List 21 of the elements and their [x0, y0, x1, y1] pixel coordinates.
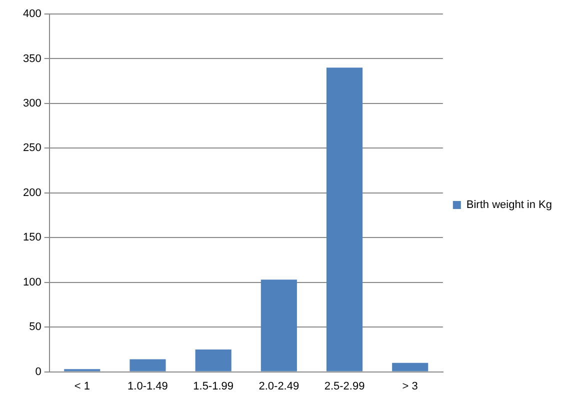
y-tick-label: 150 — [22, 232, 42, 244]
y-tick-label: 100 — [22, 276, 42, 288]
x-tick-label: 1.0-1.49 — [128, 380, 168, 392]
x-tick-label: > 3 — [402, 380, 418, 392]
y-tick-label: 200 — [22, 186, 42, 199]
bar — [326, 68, 363, 372]
x-tick-label: 2.0-2.49 — [258, 380, 300, 392]
y-tick-label: 250 — [22, 142, 42, 154]
bar — [195, 349, 232, 372]
x-tick-label: 2.5-2.99 — [324, 380, 365, 392]
x-tick-label: < 1 — [74, 380, 90, 392]
y-tick-label: 350 — [22, 52, 42, 65]
bar — [260, 280, 297, 372]
y-tick-label: 50 — [29, 321, 42, 334]
y-tick-label: 400 — [22, 8, 42, 20]
y-tick-label: 300 — [22, 97, 42, 110]
bar — [130, 359, 166, 372]
bar — [392, 362, 428, 372]
y-tick-label: 0 — [35, 366, 42, 378]
legend-label: Birth weight in Kg — [466, 199, 552, 212]
x-tick-label: 1.5-1.99 — [193, 380, 234, 392]
